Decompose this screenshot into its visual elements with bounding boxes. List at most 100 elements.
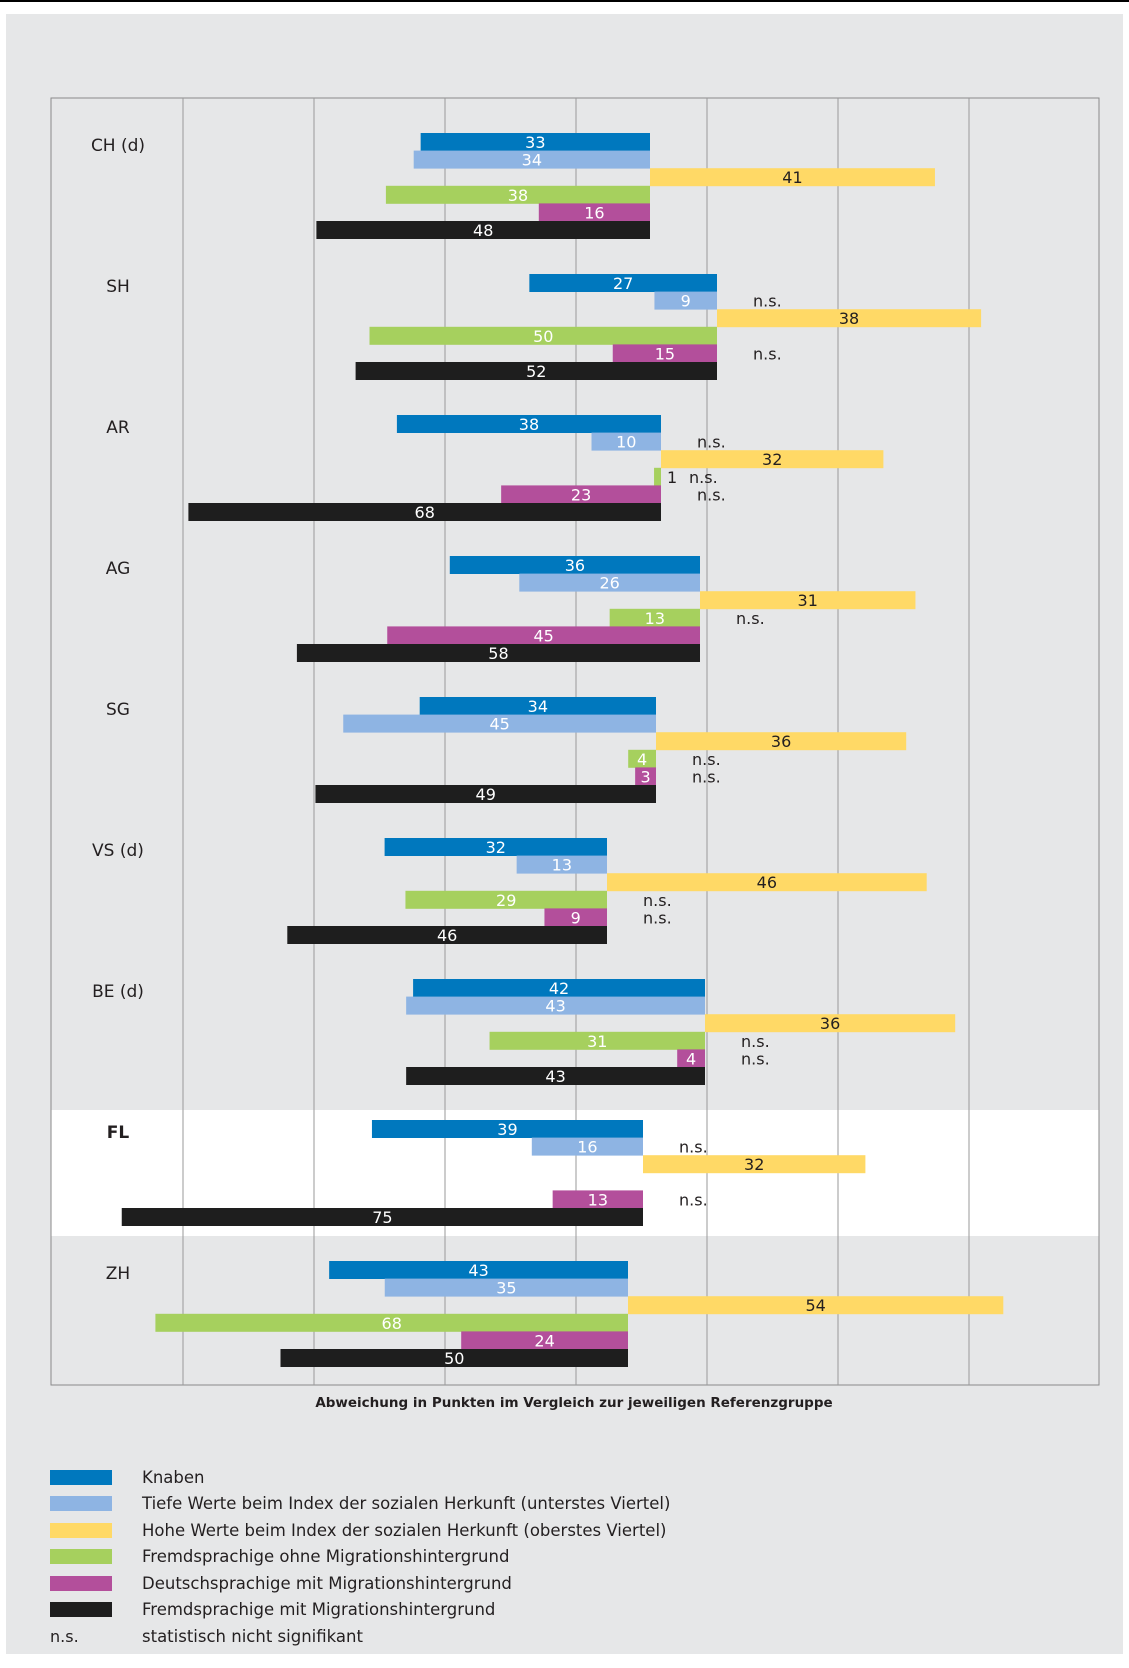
ns-label: n.s. bbox=[741, 1049, 770, 1068]
legend-item-hoch: Hohe Werte beim Index der sozialen Herku… bbox=[50, 1517, 670, 1544]
bar-value-label: 58 bbox=[488, 644, 508, 663]
legend-item-tief: Tiefe Werte beim Index der sozialen Herk… bbox=[50, 1491, 670, 1518]
group-label: VS (d) bbox=[92, 841, 144, 861]
bar-fremd_mit bbox=[121, 1208, 643, 1226]
bar-value-label: 36 bbox=[565, 556, 585, 575]
bar-hoch bbox=[705, 1014, 956, 1033]
legend-swatch bbox=[50, 1602, 112, 1618]
legend-swatch bbox=[50, 1469, 112, 1485]
bar-knaben bbox=[419, 697, 656, 715]
group-label: SH bbox=[106, 277, 130, 297]
bar-tief bbox=[519, 573, 700, 592]
bar-fremd_mit bbox=[315, 785, 656, 803]
bar-value-label: 31 bbox=[798, 591, 818, 610]
legend-item-fremd-mit: Fremdsprachige mit Migrationshintergrund bbox=[50, 1597, 670, 1624]
bar-fremd_ohne bbox=[609, 608, 700, 627]
bar-fremd_mit bbox=[287, 926, 607, 944]
bar-hoch bbox=[717, 309, 982, 328]
bar-value-label: 13 bbox=[588, 1190, 608, 1209]
bar-value-label: 68 bbox=[382, 1314, 402, 1333]
bar-tief bbox=[384, 1278, 628, 1297]
bar-value-label: 46 bbox=[437, 926, 457, 945]
bar-hoch bbox=[700, 591, 916, 610]
bar-hoch bbox=[656, 732, 907, 751]
group-label: FL bbox=[107, 1123, 130, 1143]
bar-value-label: 34 bbox=[528, 697, 548, 716]
bar-value-label: 13 bbox=[552, 856, 572, 875]
legend-label: Hohe Werte beim Index der sozialen Herku… bbox=[142, 1520, 667, 1540]
group-label: ZH bbox=[106, 1264, 130, 1284]
legend-item-ns: n.s. statistisch nicht signifikant bbox=[50, 1623, 670, 1650]
bar-value-label: 29 bbox=[496, 891, 516, 910]
bar-value-label: 9 bbox=[571, 908, 581, 927]
group-label: AR bbox=[106, 418, 130, 438]
bar-fremd_mit bbox=[296, 644, 700, 662]
bar-value-label: 4 bbox=[686, 1049, 696, 1068]
bar-knaben bbox=[449, 556, 700, 574]
bar-value-label: 34 bbox=[522, 151, 542, 170]
bar-value-label: 52 bbox=[526, 362, 546, 381]
bar-deutsch_mit bbox=[501, 485, 661, 504]
bar-tief bbox=[591, 432, 661, 451]
bar-value-label: 48 bbox=[473, 221, 493, 240]
legend-swatch bbox=[50, 1522, 112, 1538]
bar-hoch bbox=[661, 450, 884, 469]
bar-value-label: 43 bbox=[468, 1261, 488, 1280]
bar-deutsch_mit bbox=[612, 344, 717, 363]
bar-fremd_ohne bbox=[155, 1313, 628, 1332]
bar-value-label: 43 bbox=[545, 1067, 565, 1086]
bar-value-label: 45 bbox=[533, 626, 553, 645]
bar-hoch bbox=[607, 873, 927, 892]
ns-label: n.s. bbox=[741, 1032, 770, 1051]
ns-label: n.s. bbox=[692, 750, 721, 769]
bar-deutsch_mit bbox=[538, 203, 650, 222]
bar-value-label: 36 bbox=[771, 732, 791, 751]
bar-deutsch_mit bbox=[387, 626, 700, 645]
group-label: AG bbox=[106, 559, 131, 579]
bar-value-label: 50 bbox=[444, 1349, 464, 1368]
bar-value-label: 43 bbox=[545, 997, 565, 1016]
bar-knaben bbox=[396, 415, 661, 433]
legend-swatch bbox=[50, 1496, 112, 1512]
bar-value-label: 10 bbox=[616, 433, 636, 452]
bar-tief bbox=[413, 150, 650, 169]
legend-ns-abbrev: n.s. bbox=[50, 1626, 79, 1646]
bar-tief bbox=[654, 291, 717, 310]
bar-knaben bbox=[371, 1120, 643, 1138]
bar-value-label: 54 bbox=[805, 1296, 825, 1315]
bar-fremd_mit bbox=[188, 503, 661, 521]
legend-label: Fremdsprachige mit Migrationshintergrund bbox=[142, 1600, 496, 1620]
bar-value-label: 13 bbox=[645, 609, 665, 628]
bar-hoch bbox=[628, 1296, 1004, 1315]
legend-label: Deutschsprachige mit Migrationshintergru… bbox=[142, 1573, 512, 1593]
bar-value-label: 9 bbox=[681, 292, 691, 311]
bar-value-label: 35 bbox=[496, 1279, 516, 1298]
bar-hoch bbox=[650, 168, 935, 187]
ns-label: n.s. bbox=[643, 908, 672, 927]
bar-fremd_ohne bbox=[628, 749, 656, 768]
bar-value-label: 3 bbox=[640, 767, 650, 786]
bar-value-label: 68 bbox=[415, 503, 435, 522]
ns-label: n.s. bbox=[697, 485, 726, 504]
bar-value-label: 31 bbox=[587, 1032, 607, 1051]
legend: Knaben Tiefe Werte beim Index der sozial… bbox=[50, 1464, 670, 1650]
top-rule bbox=[0, 0, 1129, 2]
bar-value-label: 32 bbox=[486, 838, 506, 857]
bar-hoch bbox=[643, 1155, 866, 1174]
legend-swatch bbox=[50, 1575, 112, 1591]
bar-fremd_ohne bbox=[654, 467, 661, 486]
bar-fremd_mit bbox=[316, 221, 650, 239]
ns-label: n.s. bbox=[643, 891, 672, 910]
bar-tief bbox=[531, 1137, 643, 1156]
bar-value-label: 36 bbox=[820, 1014, 840, 1033]
bar-value-label: 16 bbox=[584, 203, 604, 222]
bar-value-label: 23 bbox=[571, 485, 591, 504]
bar-value-label: 39 bbox=[497, 1120, 517, 1139]
bar-value-label: 27 bbox=[613, 274, 633, 293]
bar-knaben bbox=[329, 1261, 628, 1279]
bar-value-label: 46 bbox=[757, 873, 777, 892]
bar-value-label: 32 bbox=[762, 450, 782, 469]
ns-label: n.s. bbox=[753, 292, 782, 311]
ns-label: n.s. bbox=[697, 433, 726, 452]
plot-frame bbox=[50, 97, 1100, 1386]
